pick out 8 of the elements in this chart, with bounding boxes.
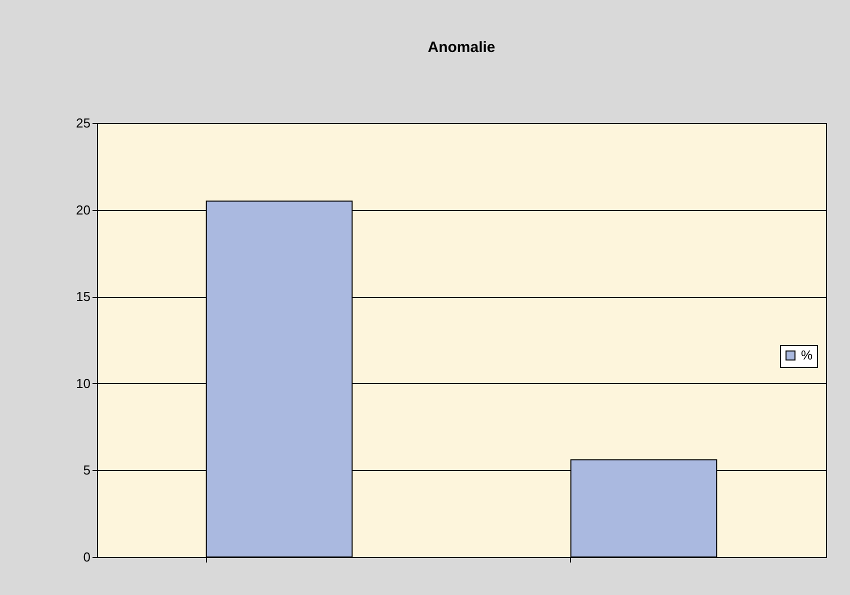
y-tick-label: 25 [76, 116, 90, 130]
y-tick-label: 0 [83, 550, 90, 564]
y-tick-label: 20 [76, 202, 90, 218]
y-tick-label: 15 [76, 289, 90, 304]
legend-label: % [801, 348, 813, 362]
y-tick-label: 5 [83, 462, 90, 478]
y-tick-label: 10 [76, 376, 90, 391]
chart-title: Anomalie [428, 39, 496, 56]
